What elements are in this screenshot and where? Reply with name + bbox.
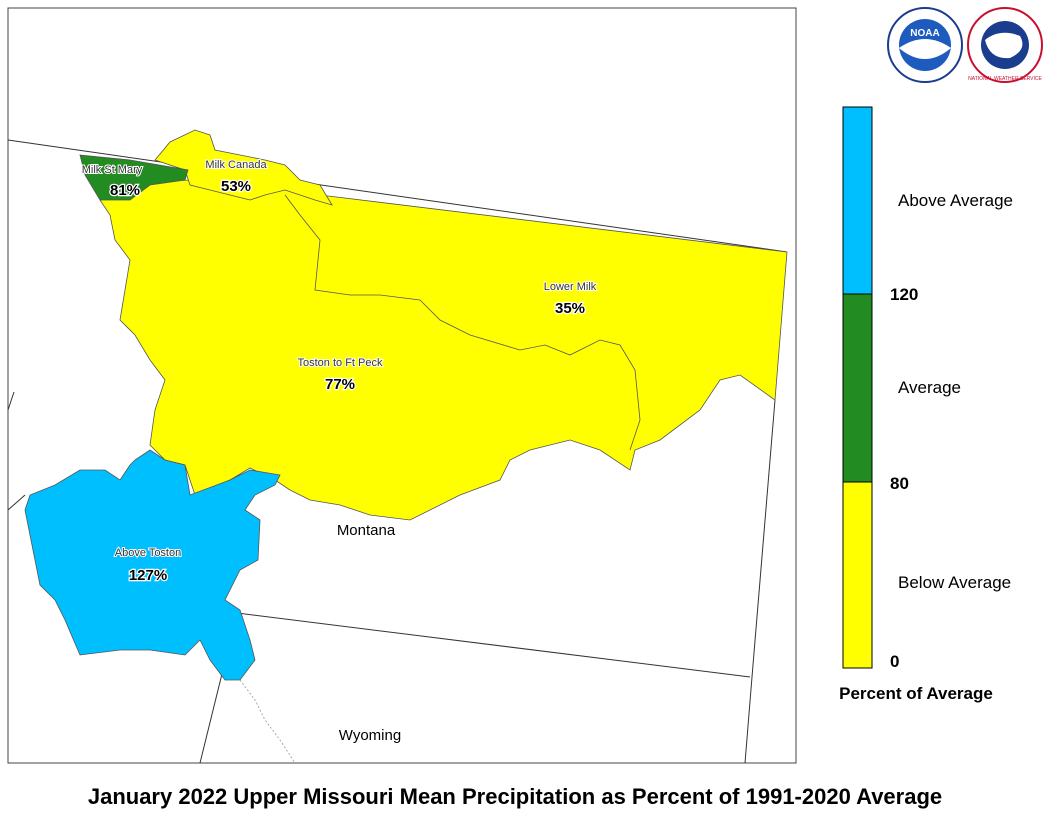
region-boundary	[284, 194, 641, 451]
region-value: 81%	[110, 182, 140, 199]
basin-line	[239, 679, 296, 764]
legend-title: Percent of Average	[839, 684, 993, 703]
canada-border	[7, 139, 788, 253]
region-name: Lower Milk	[544, 281, 597, 293]
region-name: Above Toston	[115, 547, 181, 559]
region-shape	[154, 129, 333, 206]
legend-swatch	[842, 293, 873, 483]
logo-bird	[899, 39, 951, 59]
region-shape	[79, 154, 189, 201]
region-name: Milk Canada	[205, 159, 267, 171]
legend-swatch	[842, 481, 873, 669]
legend-swatch	[842, 106, 873, 295]
state-name: Wyoming	[339, 727, 401, 744]
region-shape	[99, 179, 788, 521]
nws-logo: NATIONAL WEATHER SERVICE	[967, 7, 1043, 83]
region-value: 35%	[555, 300, 585, 317]
legend-label: Average	[898, 378, 961, 397]
logo-cloud	[985, 32, 1023, 59]
west-border	[7, 391, 15, 411]
east-border	[744, 399, 776, 764]
legend-label: Above Average	[898, 191, 1013, 210]
region-value: 77%	[325, 376, 355, 393]
region-value: 127%	[129, 567, 167, 584]
region-name: Milk St Mary	[82, 164, 143, 176]
logo-text: NOAA	[910, 28, 939, 39]
region-shape	[24, 449, 281, 681]
region-name: Toston to Ft Peck	[298, 357, 383, 369]
map-title: January 2022 Upper Missouri Mean Precipi…	[88, 784, 942, 809]
noaa-logo: NOAA	[887, 7, 963, 83]
state-name: Montana	[337, 522, 396, 539]
legend-label: Below Average	[898, 573, 1011, 592]
mt-wy-border	[236, 612, 751, 678]
region-value: 53%	[221, 178, 251, 195]
legend-break: 0	[890, 652, 899, 671]
west-border	[7, 494, 26, 511]
logo-text: NATIONAL WEATHER SERVICE	[968, 76, 1042, 82]
legend-break: 120	[890, 285, 918, 304]
legend-break: 80	[890, 474, 909, 493]
